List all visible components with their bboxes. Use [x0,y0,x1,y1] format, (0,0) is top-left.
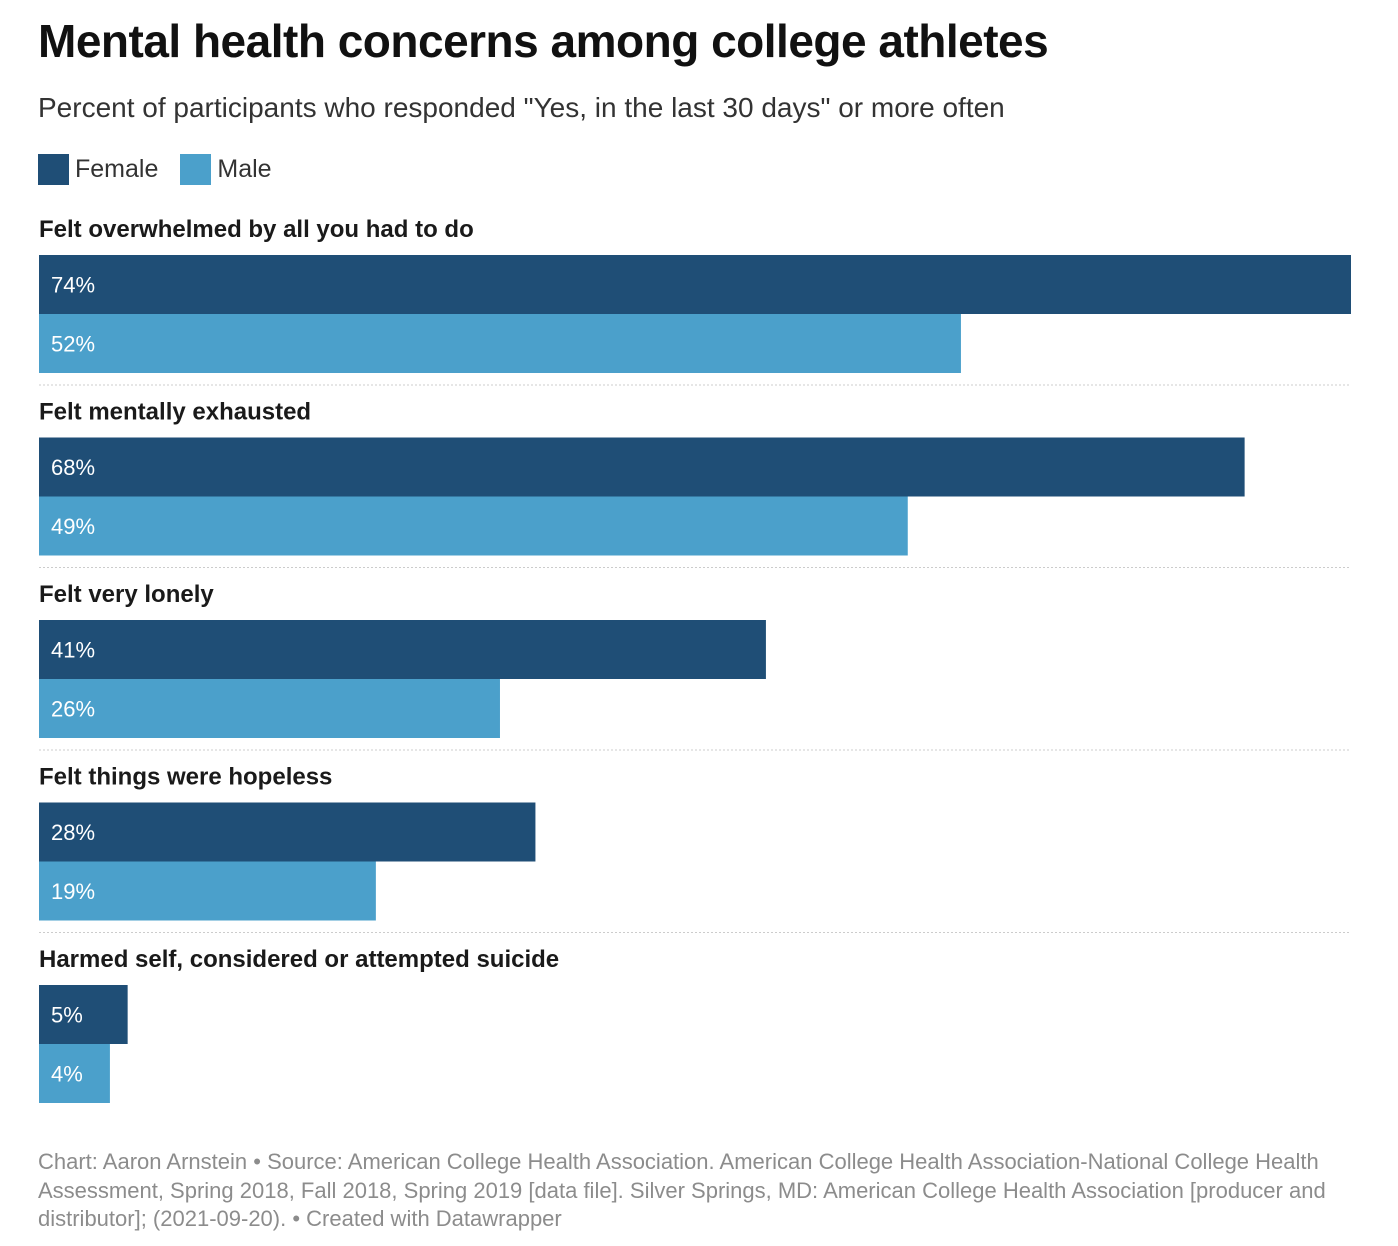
category-label: Felt mentally exhausted [39,399,311,426]
value-label-male: 26% [51,697,95,722]
bar-male [39,314,961,373]
value-label-female: 41% [51,638,95,663]
chart-source: Source: American College Health Associat… [38,1149,1326,1231]
legend: Female Male [38,153,294,185]
value-label-female: 28% [51,820,95,845]
bar-male [39,679,500,738]
legend-swatch-female [38,153,69,185]
legend-swatch-male [180,153,212,185]
bar-female [39,437,1245,497]
chart-title: Mental health concerns among college ath… [38,15,1049,67]
category-label: Felt things were hopeless [39,764,332,791]
bar-male [39,1044,110,1103]
value-label-male: 52% [51,332,95,357]
created-with: Created with Datawrapper [306,1206,562,1231]
value-label-female: 5% [51,1003,83,1028]
bar-male [39,496,908,556]
value-label-female: 68% [51,455,95,480]
legend-label-female: Female [75,154,159,183]
category-label: Harmed self, considered or attempted sui… [39,946,559,973]
bar-chart: Felt overwhelmed by all you had to do 74%… [39,216,1351,1103]
legend-label-male: Male [217,154,272,183]
chart-credit: Chart: Aaron Arnstein [38,1149,248,1174]
bar-female [39,620,766,679]
value-label-male: 19% [51,879,95,904]
legend-item-male: Male [180,153,272,185]
value-label-female: 74% [51,273,95,298]
bar-female [39,802,536,862]
bar-male [39,861,376,921]
value-label-male: 4% [51,1062,83,1087]
bar-female [39,985,128,1044]
category-label: Felt very lonely [39,581,214,608]
bar-female [39,255,1351,314]
category-label: Felt overwhelmed by all you had to do [39,216,474,243]
legend-item-female: Female [38,153,159,185]
chart-footer: Chart: Aaron Arnstein • Source: American… [38,1149,1326,1231]
chart-subtitle: Percent of participants who responded "Y… [38,92,1005,123]
value-label-male: 49% [51,514,95,539]
